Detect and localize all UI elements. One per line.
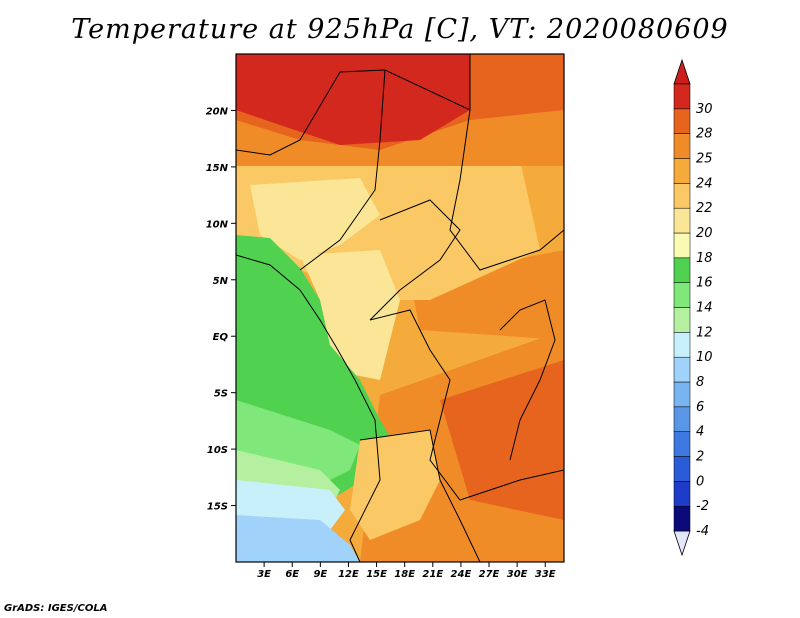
colorbar-segment: [673, 232, 691, 259]
colorbar-label: 12: [696, 325, 713, 340]
map-frame: [235, 53, 565, 563]
country-borders: [236, 54, 564, 562]
lat-tick-label: 20N: [206, 106, 229, 117]
colorbar-label: 4: [696, 425, 704, 440]
colorbar-label: -4: [696, 524, 709, 539]
lat-tick-label: 10N: [206, 219, 229, 230]
colorbar-label: 16: [696, 276, 713, 291]
colorbar-label: -2: [696, 499, 709, 514]
map-axes: 20N 15N 10N 5N EQ 5S 10S 15S 3E 6E 9E 12E 15E 18E 21E 2…: [206, 106, 556, 580]
lat-tick-label: 15N: [206, 163, 229, 174]
colorbar-label: 28: [696, 127, 713, 142]
credits: GrADS: IGES/COLA: [4, 603, 108, 614]
colorbar-segment: [673, 406, 691, 432]
field-sahara-hot: [236, 54, 470, 145]
colorbar-segment: [673, 282, 691, 308]
colorbar-label: 10: [696, 350, 713, 365]
colorbar-segment: [673, 332, 691, 358]
field-southeast-hot: [440, 360, 564, 520]
colorbar-segment: [673, 207, 691, 234]
lon-tick-label: 24E: [451, 569, 472, 580]
lon-tick-label: 33E: [535, 569, 556, 580]
field-cameroon-cool: [300, 250, 400, 380]
border-niger-chad: [299, 69, 386, 271]
map-title: Temperature at 925hPa [C], VT: 202008060…: [71, 14, 729, 45]
colorbar-label: 18: [696, 251, 713, 266]
colorbar-label: 2: [696, 450, 704, 465]
lon-tick-label: 21E: [422, 569, 443, 580]
colorbar-segment: [673, 183, 691, 209]
lon-tick-label: 15E: [366, 569, 387, 580]
colorbar-over-triangle: [673, 58, 691, 85]
field-angola: [350, 430, 440, 540]
field-ocean-light-blue: [236, 515, 360, 562]
border-east-lakes: [499, 299, 556, 461]
lon-tick-label: 12E: [338, 569, 359, 580]
colorbar-segment: [673, 356, 691, 383]
colorbar-under-triangle: [673, 530, 691, 557]
colorbar-segment: [673, 431, 691, 457]
colorbar-segment: [673, 505, 691, 532]
colorbar-label: 24: [696, 176, 713, 191]
colorbar-label: 14: [696, 301, 713, 316]
colorbar-segment: [673, 307, 691, 333]
colorbar-segment: [673, 158, 691, 184]
colorbar-label: 30: [696, 102, 713, 117]
colorbar-segment: [673, 257, 691, 283]
colorbar-label: 22: [696, 201, 713, 216]
colorbar-segment: [673, 83, 691, 110]
colorbar-segment: [673, 456, 691, 482]
colorbar-segment: [673, 481, 691, 507]
colorbar-label: 0: [696, 474, 704, 489]
lon-tick-label: 30E: [507, 569, 528, 580]
border-sudan: [449, 109, 564, 271]
border-drc: [369, 309, 564, 501]
colorbar-label: 25: [696, 152, 713, 167]
colorbar-segment: [673, 108, 691, 134]
colorbar-label: 6: [696, 400, 704, 415]
lat-tick-label: EQ: [213, 332, 229, 343]
lon-tick-label: 18E: [394, 569, 415, 580]
lon-tick-label: 9E: [313, 569, 327, 580]
colorbar-label: 8: [696, 375, 704, 390]
lat-tick-label: 15S: [207, 502, 228, 513]
lon-tick-label: 27E: [479, 569, 500, 580]
border-car: [369, 199, 461, 321]
lon-tick-label: 6E: [285, 569, 299, 580]
lon-tick-label: 3E: [257, 569, 271, 580]
temperature-field: [236, 54, 564, 562]
lat-tick-label: 5S: [214, 389, 228, 400]
lat-tick-label: 5N: [213, 276, 229, 287]
field-west-sahel-cool: [250, 178, 380, 260]
colorbar-segment: [673, 381, 691, 408]
colorbar-label: 20: [696, 226, 713, 241]
colorbar-segment: [673, 133, 691, 159]
lat-tick-label: 10S: [207, 445, 228, 456]
border-angola: [359, 429, 481, 562]
coastline: [236, 254, 381, 562]
